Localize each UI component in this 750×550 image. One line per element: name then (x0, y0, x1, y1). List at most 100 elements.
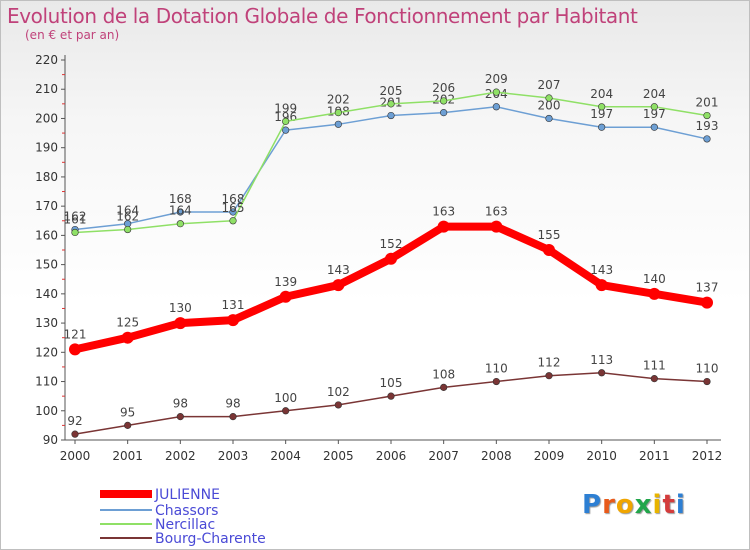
y-tick-label: 160 (35, 228, 58, 242)
x-tick-label: 2009 (534, 449, 565, 463)
data-point (174, 317, 187, 330)
data-point (334, 120, 342, 128)
legend-entry: Chassors (155, 503, 218, 519)
data-point (598, 103, 606, 111)
data-point (69, 343, 81, 356)
y-tick-label: 120 (35, 345, 58, 359)
logo-letter: o (615, 490, 635, 520)
data-point (650, 123, 658, 131)
data-label: 143 (590, 263, 613, 277)
x-tick-label: 2001 (112, 449, 143, 463)
data-label: 121 (64, 327, 87, 341)
data-point (437, 220, 450, 233)
data-label: 152 (380, 237, 403, 251)
data-point (701, 296, 713, 309)
logo-letter: r (602, 490, 616, 520)
x-tick-label: 2006 (376, 449, 407, 463)
data-point (545, 94, 553, 102)
data-label: 165 (222, 201, 245, 215)
data-label: 164 (116, 204, 139, 218)
data-label: 168 (169, 192, 192, 206)
x-tick-label: 2010 (586, 449, 617, 463)
data-point (227, 314, 239, 327)
x-tick-label: 2003 (218, 449, 249, 463)
data-point (490, 220, 503, 233)
data-point (279, 290, 292, 303)
data-label: 95 (120, 405, 135, 419)
data-point (648, 287, 661, 300)
data-point (334, 401, 342, 409)
data-label: 111 (643, 359, 666, 373)
data-point (387, 100, 395, 108)
data-label: 199 (274, 101, 297, 115)
data-point (387, 111, 395, 120)
legend-entry: Bourg-Charente (155, 531, 266, 547)
data-point (282, 407, 290, 415)
logo-letter: i (675, 490, 686, 520)
data-point (229, 413, 237, 421)
y-tick-label: 200 (35, 111, 58, 125)
data-point (176, 220, 184, 228)
data-label: 140 (643, 272, 666, 286)
data-point (492, 103, 500, 111)
legend-entry: Nercillac (155, 517, 215, 533)
data-point (71, 228, 79, 237)
data-label: 201 (696, 96, 719, 110)
data-point (440, 109, 448, 117)
proxiti-logo: Proxiti (582, 490, 686, 520)
data-label: 193 (696, 119, 719, 133)
x-tick-label: 2007 (428, 449, 459, 463)
data-point (598, 123, 606, 131)
data-point (703, 377, 711, 386)
data-point (332, 279, 345, 292)
data-point (385, 252, 397, 265)
x-tick-label: 2005 (323, 449, 354, 463)
logo-letter: P (582, 490, 603, 520)
data-label: 105 (380, 376, 403, 390)
data-point (124, 421, 132, 429)
data-label: 161 (64, 212, 87, 226)
data-label: 205 (380, 84, 403, 98)
data-label: 108 (432, 367, 455, 381)
data-label: 162 (64, 210, 87, 224)
data-label: 200 (538, 98, 561, 112)
data-point (545, 114, 553, 123)
data-point (124, 225, 132, 234)
data-label: 206 (432, 81, 455, 95)
data-point (387, 392, 395, 400)
data-label: 98 (173, 397, 188, 411)
data-label: 139 (274, 275, 297, 289)
data-label: 155 (538, 228, 561, 242)
data-point (650, 103, 658, 111)
data-point (703, 111, 711, 120)
data-point (176, 413, 184, 421)
data-point (492, 88, 500, 96)
data-label: 92 (67, 414, 82, 428)
data-label: 164 (169, 204, 192, 218)
data-point (71, 430, 79, 438)
data-label: 113 (590, 353, 613, 367)
y-tick-label: 110 (35, 375, 58, 389)
data-point (334, 109, 342, 117)
x-tick-label: 2002 (165, 449, 196, 463)
data-label: 202 (327, 93, 350, 107)
data-label: 204 (590, 87, 613, 101)
data-point (121, 331, 134, 344)
data-label: 131 (222, 298, 245, 312)
data-label: 110 (696, 362, 719, 376)
data-label: 168 (222, 192, 245, 206)
chart-subtitle: (en € et par an) (25, 28, 120, 42)
data-label: 207 (538, 78, 561, 92)
chart-title: Evolution de la Dotation Globale de Fonc… (7, 4, 638, 28)
y-tick-label: 150 (35, 258, 58, 272)
data-label: 110 (485, 362, 508, 376)
data-label: 102 (327, 385, 350, 399)
data-label: 197 (590, 107, 613, 121)
data-point (282, 117, 290, 125)
data-label: 163 (432, 205, 455, 219)
y-tick-label: 220 (35, 53, 58, 67)
data-point (492, 377, 500, 386)
data-point (176, 208, 184, 216)
